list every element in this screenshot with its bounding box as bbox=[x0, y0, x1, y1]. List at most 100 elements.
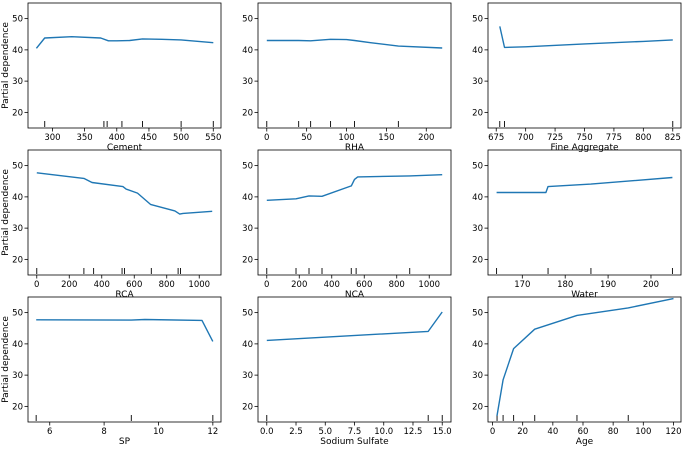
x-tick-label: 200 bbox=[418, 133, 434, 143]
x-tick-label: 675 bbox=[488, 133, 504, 143]
y-tick-label: 50 bbox=[242, 15, 253, 25]
y-tick-label: 20 bbox=[472, 108, 483, 118]
x-tick-label: 450 bbox=[141, 133, 157, 143]
y-tick-label: 50 bbox=[12, 162, 23, 172]
x-tick-label: 8 bbox=[101, 427, 106, 437]
y-tick-label: 50 bbox=[472, 309, 483, 319]
axes-frame bbox=[27, 296, 222, 423]
pd-line bbox=[496, 176, 673, 194]
pdp-panel-3: 20 30 40 50 675 700 725 750 775 800 825 Fine Aggreg… bbox=[472, 2, 682, 153]
x-tick-label: 0 bbox=[34, 280, 39, 290]
x-tick-label: 190 bbox=[600, 280, 616, 290]
y-tick-label: 40 bbox=[472, 46, 483, 56]
pdp-panel-4: 20 30 40 50 0 200 400 600 800 1000 RCA Partial depe… bbox=[1, 149, 222, 300]
pdp-panel-5: 20 30 40 50 0 200 400 600 800 1000 NCA bbox=[242, 149, 452, 300]
axes-frame bbox=[257, 149, 452, 276]
y-tick-label: 50 bbox=[12, 309, 23, 319]
x-tick-label: 400 bbox=[94, 280, 110, 290]
y-tick-label: 50 bbox=[12, 15, 23, 25]
x-tick-label: 300 bbox=[44, 133, 60, 143]
y-axis-label: Partial dependence bbox=[1, 316, 11, 403]
y-tick-label: 30 bbox=[472, 224, 483, 234]
x-tick-label: 40 bbox=[547, 427, 558, 437]
y-tick-label: 20 bbox=[12, 108, 23, 118]
y-tick-label: 20 bbox=[472, 402, 483, 412]
y-tick-label: 20 bbox=[472, 255, 483, 265]
x-axis-label: Fine Aggregate bbox=[550, 143, 619, 153]
x-tick-label: 800 bbox=[389, 280, 405, 290]
y-tick-label: 20 bbox=[242, 255, 253, 265]
x-axis-label: NCA bbox=[345, 290, 365, 300]
x-axis-label: RHA bbox=[345, 143, 365, 153]
y-tick-label: 30 bbox=[12, 77, 23, 87]
pd-line bbox=[499, 26, 673, 49]
x-tick-label: 800 bbox=[635, 133, 651, 143]
x-tick-label: 1000 bbox=[418, 280, 440, 290]
axes-frame bbox=[487, 149, 682, 276]
x-tick-label: 600 bbox=[356, 280, 372, 290]
y-tick-label: 30 bbox=[12, 224, 23, 234]
x-tick-label: 100 bbox=[338, 133, 354, 143]
x-axis-label: Cement bbox=[107, 143, 143, 153]
x-tick-label: 1000 bbox=[188, 280, 210, 290]
pdp-panel-9: 20 30 40 50 0 20 40 60 80 100 120 Age bbox=[472, 296, 682, 447]
pdp-panel-2: 20 30 40 50 0 50 100 150 200 RHA bbox=[242, 2, 452, 153]
x-tick-label: 775 bbox=[606, 133, 622, 143]
x-tick-label: 400 bbox=[324, 280, 340, 290]
y-tick-label: 50 bbox=[472, 162, 483, 172]
pd-line bbox=[266, 38, 443, 49]
y-tick-label: 40 bbox=[12, 340, 23, 350]
x-tick-label: 750 bbox=[576, 133, 592, 143]
pd-line bbox=[496, 297, 674, 416]
x-tick-label: 6 bbox=[47, 427, 52, 437]
x-tick-label: 120 bbox=[665, 427, 681, 437]
x-tick-label: 5.0 bbox=[318, 427, 332, 437]
x-tick-label: 10.0 bbox=[374, 427, 393, 437]
x-tick-label: 12 bbox=[207, 427, 218, 437]
x-axis-label: RCA bbox=[115, 290, 134, 300]
pd-line bbox=[36, 318, 214, 342]
x-tick-label: 200 bbox=[61, 280, 77, 290]
y-tick-label: 50 bbox=[242, 309, 253, 319]
x-tick-label: 825 bbox=[665, 133, 681, 143]
y-tick-label: 40 bbox=[472, 340, 483, 350]
y-tick-label: 50 bbox=[242, 162, 253, 172]
x-tick-label: 200 bbox=[643, 280, 659, 290]
y-tick-label: 20 bbox=[242, 402, 253, 412]
y-tick-label: 40 bbox=[12, 193, 23, 203]
axes-frame bbox=[257, 296, 452, 423]
y-tick-label: 40 bbox=[242, 340, 253, 350]
x-tick-label: 180 bbox=[557, 280, 573, 290]
x-tick-label: 700 bbox=[518, 133, 534, 143]
pdp-panel-7: 20 30 40 50 6 8 10 12 SP Partial dependence bbox=[1, 296, 222, 447]
y-tick-label: 30 bbox=[242, 77, 253, 87]
x-tick-label: 80 bbox=[608, 427, 619, 437]
x-tick-label: 10 bbox=[153, 427, 164, 437]
x-tick-label: 350 bbox=[76, 133, 92, 143]
x-tick-label: 100 bbox=[635, 427, 651, 437]
y-axis-label: Partial dependence bbox=[1, 22, 11, 109]
axes-frame bbox=[27, 149, 222, 276]
y-tick-label: 30 bbox=[472, 371, 483, 381]
x-axis-label: Sodium Sulfate bbox=[320, 437, 389, 447]
x-tick-label: 50 bbox=[301, 133, 312, 143]
y-tick-label: 20 bbox=[12, 402, 23, 412]
y-tick-label: 20 bbox=[12, 255, 23, 265]
x-tick-label: 550 bbox=[205, 133, 221, 143]
y-tick-label: 30 bbox=[242, 224, 253, 234]
y-tick-label: 40 bbox=[242, 193, 253, 203]
x-tick-label: 200 bbox=[291, 280, 307, 290]
x-tick-label: 2.5 bbox=[289, 427, 303, 437]
x-tick-label: 20 bbox=[517, 427, 528, 437]
x-tick-label: 7.5 bbox=[348, 427, 362, 437]
x-axis-label: Age bbox=[576, 437, 594, 447]
x-tick-label: 800 bbox=[159, 280, 175, 290]
x-tick-label: 170 bbox=[514, 280, 530, 290]
y-tick-label: 40 bbox=[242, 46, 253, 56]
axes-frame bbox=[27, 2, 222, 129]
axes-frame bbox=[487, 2, 682, 129]
pd-line bbox=[266, 311, 443, 342]
y-tick-label: 40 bbox=[12, 46, 23, 56]
x-tick-label: 15.0 bbox=[433, 427, 452, 437]
y-tick-label: 20 bbox=[242, 108, 253, 118]
